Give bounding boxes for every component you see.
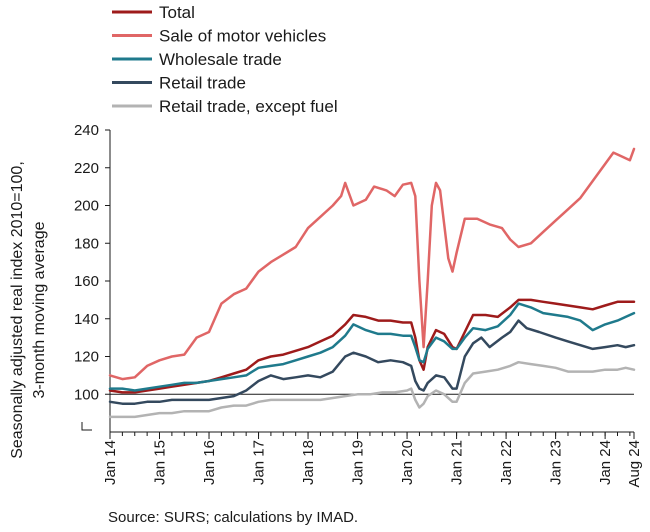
y-axis-label-line-1: Seasonally adjusted real index 2010=100,: [9, 161, 26, 459]
legend: Total Sale of motor vehicles Wholesale tra…: [112, 3, 338, 116]
y-tick-label: 120: [74, 349, 99, 366]
legend-label: Retail trade, except fuel: [159, 97, 338, 116]
legend-label: Sale of motor vehicles: [159, 27, 326, 46]
legend-entry: Sale of motor vehicles: [112, 27, 326, 46]
series-line-retail-trade: [108, 319, 636, 405]
y-tick-label: 100: [74, 386, 99, 403]
y-tick-label: 240: [74, 122, 99, 139]
x-axis: Jan 14 Jan 15 Jan 16 Jan 17 Jan 18 Jan 19 Jan …: [102, 431, 643, 488]
x-tick-label: Jan 23: [548, 440, 565, 485]
x-tick-label: Jan 22: [498, 440, 515, 485]
x-tick-label: Jan 16: [201, 440, 218, 485]
series-layer: [108, 147, 636, 419]
legend-entry: Retail trade, except fuel: [112, 97, 338, 116]
x-tick-label: Jan 17: [251, 440, 268, 485]
series-line-sale-of-motor-vehicles: [108, 147, 636, 381]
legend-entry: Retail trade: [112, 74, 246, 93]
axis-break-icon: [81, 422, 92, 431]
source-note: Source: SURS; calculations by IMAD.: [108, 509, 358, 526]
y-tick-label: 140: [74, 311, 99, 328]
x-tick-label: Jan 14: [102, 440, 119, 485]
legend-label: Retail trade: [159, 74, 246, 93]
y-axis-label-line-2: 3-month moving average: [31, 221, 48, 398]
y-axis: 100 120 140 160 180 200 220 240: [74, 122, 634, 432]
y-tick-label: 220: [74, 160, 99, 177]
x-tick-label: Jan 24: [597, 440, 614, 485]
series-line-wholesale-trade: [108, 302, 636, 392]
x-tick-label: Jan 19: [350, 440, 367, 485]
x-tick-label: Jan 18: [300, 440, 317, 485]
x-tick-label: Aug 24: [626, 440, 643, 488]
x-tick-label: Jan 20: [399, 440, 416, 485]
series-line-retail-trade-except-fuel: [108, 360, 636, 419]
y-tick-label: 200: [74, 198, 99, 215]
y-tick-label: 180: [74, 235, 99, 252]
legend-entry: Wholesale trade: [112, 50, 282, 69]
legend-entry: Total: [112, 3, 195, 22]
x-tick-label: Jan 15: [152, 440, 169, 485]
y-tick-label: 160: [74, 273, 99, 290]
legend-label: Wholesale trade: [159, 50, 282, 69]
legend-label: Total: [159, 3, 195, 22]
x-tick-label: Jan 21: [449, 440, 466, 485]
